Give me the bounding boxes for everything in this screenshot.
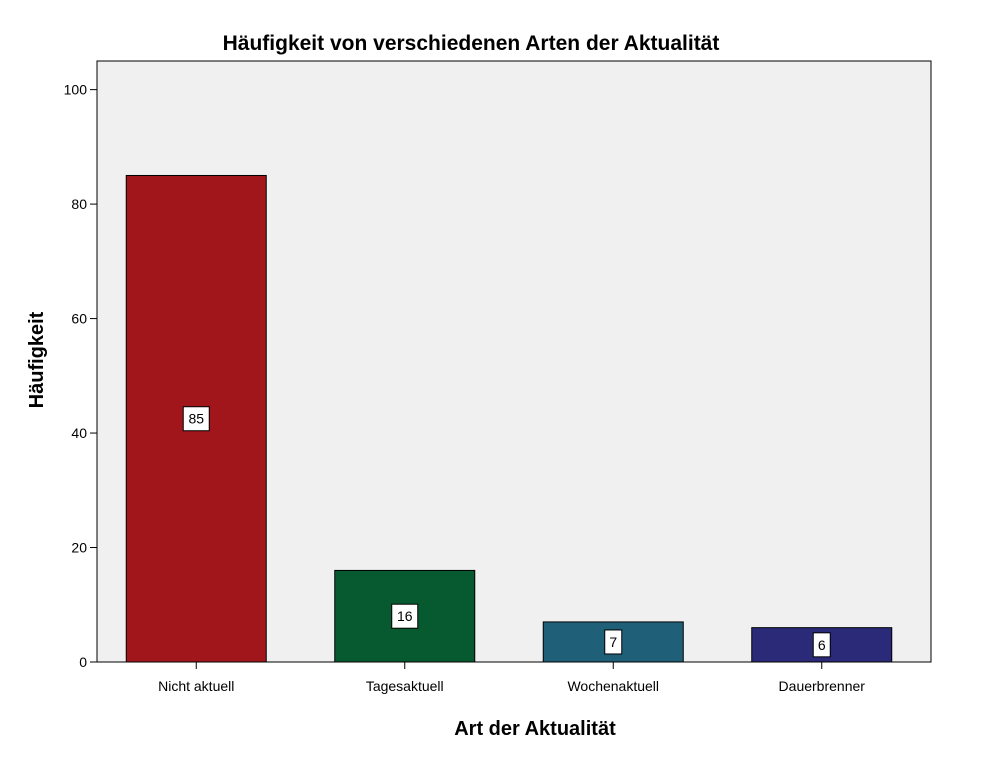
x-tick-label: Dauerbrenner [779, 678, 866, 694]
data-label: 85 [188, 411, 204, 427]
data-label-box [812, 632, 831, 658]
data-label-box [182, 406, 210, 432]
x-tick-label: Nicht aktuell [158, 678, 234, 694]
data-label-box [604, 629, 623, 655]
x-axis-label: Art der Aktualität [454, 718, 616, 740]
y-axis-label: Häufigkeit [26, 311, 48, 408]
y-tick-label: 20 [71, 540, 87, 556]
data-label: 7 [609, 634, 617, 650]
data-label-box [391, 603, 419, 629]
chart-title: Häufigkeit von verschiedenen Arten der A… [223, 32, 720, 55]
x-tick-label: Wochenaktuell [567, 678, 659, 694]
y-tick-label: 40 [71, 425, 87, 441]
data-label: 16 [397, 608, 413, 624]
y-tick-label: 60 [71, 311, 87, 327]
data-label: 6 [818, 637, 826, 653]
y-tick-label: 0 [79, 654, 87, 670]
y-tick-label: 80 [71, 196, 87, 212]
x-tick-label: Tagesaktuell [366, 678, 444, 694]
y-tick-label: 100 [64, 82, 88, 98]
